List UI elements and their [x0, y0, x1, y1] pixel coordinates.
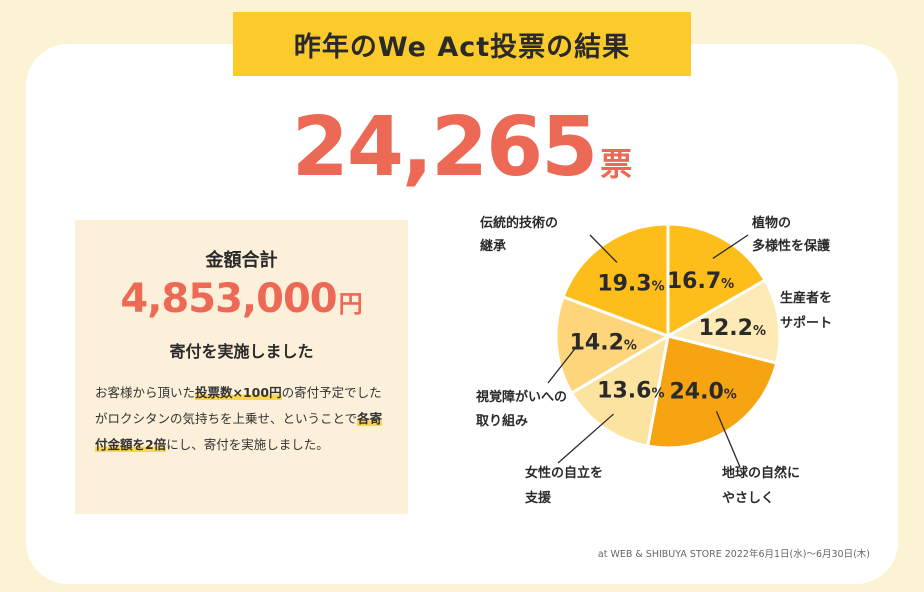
pie-slice-5 — [554, 294, 672, 396]
leader-line-3 — [715, 411, 741, 468]
pie-slice-1 — [666, 222, 768, 339]
category-label-6-line-1: 伝統的技術の — [480, 215, 558, 231]
donation-label: 金額合計 — [205, 250, 278, 271]
category-label-5-line-2: 取り組み — [476, 413, 528, 429]
leader-line-6 — [589, 234, 618, 263]
donation-description: お客様から頂いた投票数×100円の寄付予定でしたがロクシタンの気持ちを上乗せ、と… — [95, 380, 391, 458]
total-votes: 24,265 票 — [0, 100, 924, 195]
category-label-1-line-1: 植物の — [751, 215, 791, 231]
donation-text-3: にし、寄付を実施しました。 — [166, 437, 329, 452]
donation-amount-number: 4,853,000 — [120, 276, 337, 322]
category-label-2-line-2: サポート — [780, 315, 832, 331]
donation-amount-unit: 円 — [338, 290, 363, 318]
category-label-3-line-1: 地球の自然に — [722, 465, 800, 481]
page-title: 昨年のWe Act投票の結果 — [233, 12, 691, 76]
category-label-5-line-1: 視覚障がいへの — [475, 389, 567, 405]
leader-line-5 — [547, 343, 580, 384]
category-label-2-line-1: 生産者を — [780, 290, 832, 306]
category-label-6-line-2: 継承 — [480, 238, 506, 254]
leader-line-4 — [557, 413, 614, 464]
total-votes-number: 24,265 — [291, 100, 598, 195]
category-label-1-line-2: 多様性を保護 — [752, 238, 831, 254]
donation-box: 金額合計 4,853,000円 寄付を実施しました お客様から頂いた投票数×10… — [75, 220, 408, 514]
donation-amount: 4,853,000円 — [75, 276, 408, 322]
pie-value-label-2: 12.2% — [699, 316, 766, 341]
donation-text-1: お客様から頂いた — [95, 385, 196, 400]
donation-caption: 寄付を実施しました — [169, 342, 314, 361]
page-title-text: 昨年のWe Act投票の結果 — [293, 31, 631, 63]
donation-text-2: の寄付予定でしたがロクシタンの気持ちを上乗せ、ということで — [95, 385, 382, 426]
category-label-4-line-2: 支援 — [524, 490, 552, 506]
category-label-4-line-1: 女性の自立を — [525, 465, 603, 481]
donation-highlight-1: 投票数×100円 — [195, 385, 282, 400]
leader-line-1 — [712, 234, 749, 259]
pie-value-label-5: 14.2% — [570, 331, 637, 356]
pie-slice-4 — [569, 333, 671, 448]
pie-slice-3 — [645, 334, 779, 450]
pie-value-label-3: 24.0% — [669, 380, 736, 405]
pie-slice-6 — [561, 222, 670, 339]
pie-value-label-4: 13.6% — [597, 378, 664, 403]
total-votes-unit: 票 — [600, 145, 633, 183]
category-label-3-line-2: やさしく — [722, 491, 774, 506]
pie-value-label-6: 19.3% — [597, 272, 664, 297]
footnote: at WEB & SHIBUYA STORE 2022年6月1日(水)〜6月30… — [597, 549, 870, 560]
pie-value-label-1: 16.7% — [667, 269, 734, 294]
